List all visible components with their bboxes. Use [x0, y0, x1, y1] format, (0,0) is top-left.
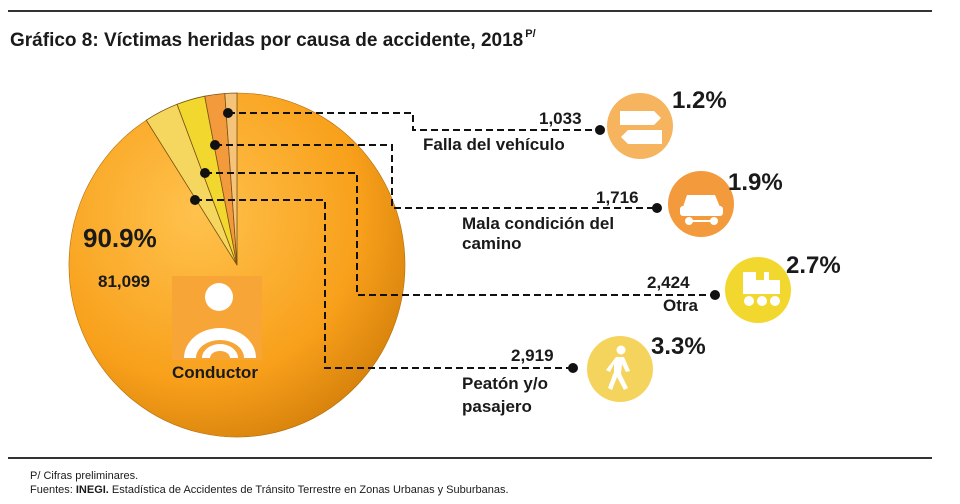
- top-rule: [8, 10, 932, 12]
- bottom-rule: [8, 457, 932, 459]
- otra-label: Otra: [663, 296, 699, 315]
- leader-dot-camino-end: [652, 203, 662, 213]
- pie-chart: 90.9% 81,099 Conductor 1,033 Falla del v…: [68, 87, 841, 438]
- leader-line-otra: [205, 172, 715, 296]
- leader-dot-camino-start: [210, 140, 220, 150]
- peaton-label-line2: pasajero: [462, 397, 532, 416]
- conductor-label: Conductor: [172, 363, 258, 382]
- camino-percent: 1.9%: [728, 169, 783, 196]
- otra-percent: 2.7%: [786, 252, 841, 279]
- leader-line-peaton: [195, 199, 573, 369]
- camino-value: 1,716: [596, 188, 639, 207]
- pie-slice-falla: [224, 92, 238, 266]
- peaton-label-line1: Peatón y/o: [462, 374, 548, 393]
- source-org: INEGI.: [75, 484, 109, 496]
- peaton-value: 2,919: [511, 346, 554, 365]
- conductor-percent: 90.9%: [83, 223, 157, 253]
- signpost-icon: [607, 93, 673, 159]
- falla-value: 1,033: [539, 109, 582, 128]
- falla-percent: 1.2%: [672, 87, 727, 114]
- leader-dot-otra-start: [200, 168, 210, 178]
- chart-title: Gráfico 8: Víctimas heridas por causa de…: [10, 28, 536, 51]
- peaton-percent: 3.3%: [651, 333, 706, 360]
- driver-icon: [172, 276, 262, 360]
- leader-dot-falla-start: [223, 108, 233, 118]
- falla-label: Falla del vehículo: [423, 135, 565, 154]
- title-superscript: P/: [525, 28, 536, 40]
- leader-dot-otra-end: [710, 290, 720, 300]
- otra-value: 2,424: [647, 273, 690, 292]
- footnote-source: Fuentes: INEGI. Estadística de Accidente…: [30, 484, 509, 496]
- camino-label-line1: Mala condición del: [462, 214, 614, 233]
- leader-dot-peaton-end: [568, 363, 578, 373]
- car-icon: [668, 171, 734, 237]
- leader-dot-falla-end: [595, 125, 605, 135]
- camino-label-line2: camino: [462, 234, 522, 253]
- leader-line-falla: [228, 112, 600, 131]
- train-icon: [725, 257, 791, 323]
- footnote-preliminary: P/ Cifras preliminares.: [30, 470, 139, 482]
- leader-line-camino: [215, 144, 657, 209]
- conductor-value: 81,099: [98, 272, 150, 291]
- leader-dot-peaton-start: [190, 195, 200, 205]
- pedestrian-icon: [587, 336, 653, 402]
